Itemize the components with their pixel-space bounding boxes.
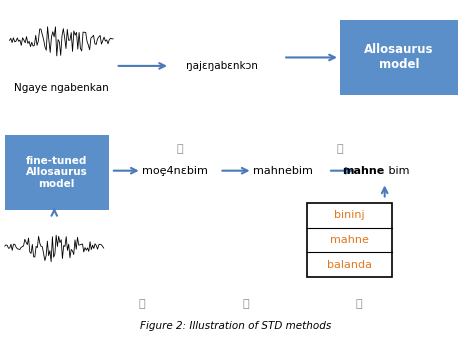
Text: fine-tuned
Allosaurus
model: fine-tuned Allosaurus model — [26, 156, 87, 189]
FancyBboxPatch shape — [340, 20, 458, 95]
Text: mahne: mahne — [342, 166, 385, 176]
Text: Allosaurus
model: Allosaurus model — [364, 44, 434, 71]
Text: moȩ4nɛbim: moȩ4nɛbim — [142, 166, 208, 176]
Text: bim: bim — [385, 166, 409, 176]
Text: balanda: balanda — [327, 260, 372, 270]
Text: mahne: mahne — [330, 235, 369, 245]
Text: Ngaye ngabenkan: Ngaye ngabenkan — [14, 83, 109, 93]
Text: ⓓ: ⓓ — [242, 299, 249, 309]
Text: ⓐ: ⓐ — [176, 144, 183, 154]
Text: mahnebim: mahnebim — [253, 166, 313, 176]
Text: ⓑ: ⓑ — [337, 144, 343, 154]
Text: ŋajɛŋabɛnkɔn: ŋajɛŋabɛnkɔn — [186, 61, 258, 71]
Text: bininj: bininj — [334, 210, 364, 220]
FancyBboxPatch shape — [307, 203, 392, 277]
Text: ⓒ: ⓒ — [138, 299, 145, 309]
Text: Figure 2: Illustration of STD methods: Figure 2: Illustration of STD methods — [140, 321, 332, 331]
FancyBboxPatch shape — [5, 135, 109, 210]
Text: ⓤ: ⓤ — [355, 299, 362, 309]
